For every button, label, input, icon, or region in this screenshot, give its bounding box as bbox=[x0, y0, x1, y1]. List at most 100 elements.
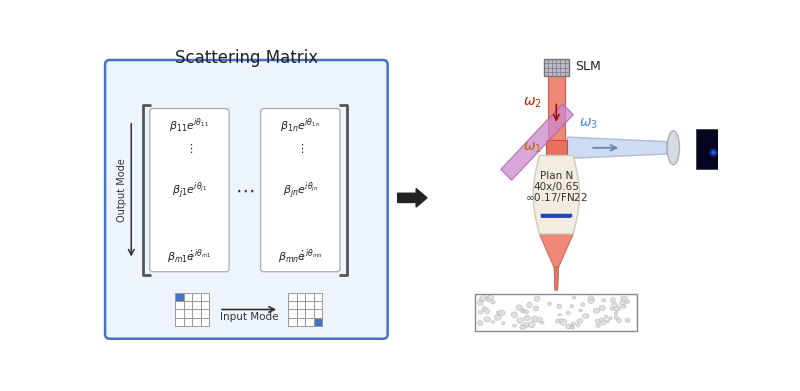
Ellipse shape bbox=[604, 316, 608, 318]
Ellipse shape bbox=[626, 300, 630, 303]
Ellipse shape bbox=[502, 321, 505, 325]
Ellipse shape bbox=[531, 316, 538, 322]
Ellipse shape bbox=[522, 308, 525, 311]
Ellipse shape bbox=[513, 324, 517, 327]
Ellipse shape bbox=[494, 315, 501, 320]
Ellipse shape bbox=[482, 307, 486, 310]
Ellipse shape bbox=[667, 131, 679, 165]
Bar bbox=[475, 294, 637, 331]
Text: $\vdots$: $\vdots$ bbox=[186, 142, 194, 155]
Bar bbox=[184, 292, 192, 301]
Ellipse shape bbox=[576, 324, 580, 327]
Bar bbox=[306, 318, 314, 326]
Ellipse shape bbox=[511, 312, 518, 318]
Ellipse shape bbox=[600, 319, 606, 325]
Bar bbox=[306, 301, 314, 310]
Bar bbox=[314, 318, 322, 326]
Polygon shape bbox=[398, 188, 427, 207]
Bar bbox=[288, 292, 297, 301]
Ellipse shape bbox=[572, 296, 576, 299]
Ellipse shape bbox=[555, 319, 561, 323]
Bar bbox=[314, 301, 322, 310]
Ellipse shape bbox=[577, 319, 582, 323]
Ellipse shape bbox=[610, 298, 615, 302]
Ellipse shape bbox=[610, 307, 614, 310]
Ellipse shape bbox=[558, 314, 562, 316]
Ellipse shape bbox=[557, 304, 562, 308]
Ellipse shape bbox=[588, 297, 594, 303]
Bar bbox=[297, 301, 306, 310]
Ellipse shape bbox=[485, 309, 490, 314]
Bar bbox=[201, 318, 209, 326]
Ellipse shape bbox=[478, 321, 482, 325]
Bar bbox=[201, 292, 209, 301]
Bar bbox=[544, 59, 569, 76]
Ellipse shape bbox=[620, 300, 626, 306]
Ellipse shape bbox=[571, 322, 576, 325]
Bar bbox=[175, 301, 184, 310]
Bar bbox=[306, 292, 314, 301]
Bar bbox=[184, 318, 192, 326]
Ellipse shape bbox=[517, 306, 522, 309]
Text: $\omega_3$: $\omega_3$ bbox=[578, 117, 598, 131]
Ellipse shape bbox=[621, 305, 626, 308]
Ellipse shape bbox=[614, 306, 620, 311]
Ellipse shape bbox=[579, 309, 582, 312]
Ellipse shape bbox=[606, 320, 610, 323]
Bar bbox=[314, 310, 322, 318]
Ellipse shape bbox=[479, 297, 484, 302]
Bar bbox=[288, 310, 297, 318]
Polygon shape bbox=[539, 234, 574, 267]
Ellipse shape bbox=[594, 308, 599, 313]
Ellipse shape bbox=[617, 318, 622, 323]
Ellipse shape bbox=[533, 306, 538, 311]
Ellipse shape bbox=[582, 314, 589, 319]
Ellipse shape bbox=[478, 300, 483, 305]
Ellipse shape bbox=[491, 321, 494, 323]
Ellipse shape bbox=[596, 324, 600, 327]
Bar bbox=[192, 318, 201, 326]
Text: $\vdots$: $\vdots$ bbox=[186, 248, 194, 261]
Ellipse shape bbox=[516, 305, 522, 310]
Ellipse shape bbox=[595, 319, 601, 323]
Bar bbox=[297, 310, 306, 318]
Ellipse shape bbox=[498, 310, 505, 316]
Text: $\vdots$: $\vdots$ bbox=[296, 248, 304, 261]
Ellipse shape bbox=[609, 317, 612, 320]
Bar bbox=[201, 310, 209, 318]
Bar bbox=[288, 318, 297, 326]
Text: Input Mode: Input Mode bbox=[220, 312, 278, 322]
Ellipse shape bbox=[566, 311, 570, 314]
Ellipse shape bbox=[541, 321, 544, 324]
Ellipse shape bbox=[616, 307, 620, 310]
Ellipse shape bbox=[571, 326, 574, 329]
Ellipse shape bbox=[484, 317, 490, 322]
Bar bbox=[546, 140, 567, 156]
Polygon shape bbox=[501, 104, 574, 180]
Bar bbox=[184, 310, 192, 318]
Ellipse shape bbox=[548, 302, 551, 305]
Bar bbox=[306, 310, 314, 318]
FancyBboxPatch shape bbox=[105, 60, 388, 339]
Ellipse shape bbox=[524, 310, 529, 314]
Ellipse shape bbox=[602, 299, 606, 302]
Ellipse shape bbox=[482, 308, 489, 312]
Ellipse shape bbox=[497, 311, 500, 314]
Ellipse shape bbox=[486, 296, 493, 302]
Text: $\omega_2$: $\omega_2$ bbox=[523, 96, 542, 110]
Bar bbox=[314, 292, 322, 301]
Text: Output Mode: Output Mode bbox=[117, 158, 127, 222]
Ellipse shape bbox=[621, 296, 627, 301]
Text: Scattering Matrix: Scattering Matrix bbox=[175, 49, 318, 67]
Ellipse shape bbox=[521, 310, 524, 313]
Polygon shape bbox=[534, 156, 579, 234]
Bar bbox=[175, 310, 184, 318]
Ellipse shape bbox=[614, 312, 618, 315]
Ellipse shape bbox=[480, 296, 486, 301]
Bar bbox=[175, 292, 184, 301]
Text: SLM: SLM bbox=[574, 60, 601, 73]
Ellipse shape bbox=[570, 305, 574, 308]
Ellipse shape bbox=[521, 325, 526, 329]
Polygon shape bbox=[554, 267, 558, 290]
Ellipse shape bbox=[581, 303, 585, 306]
